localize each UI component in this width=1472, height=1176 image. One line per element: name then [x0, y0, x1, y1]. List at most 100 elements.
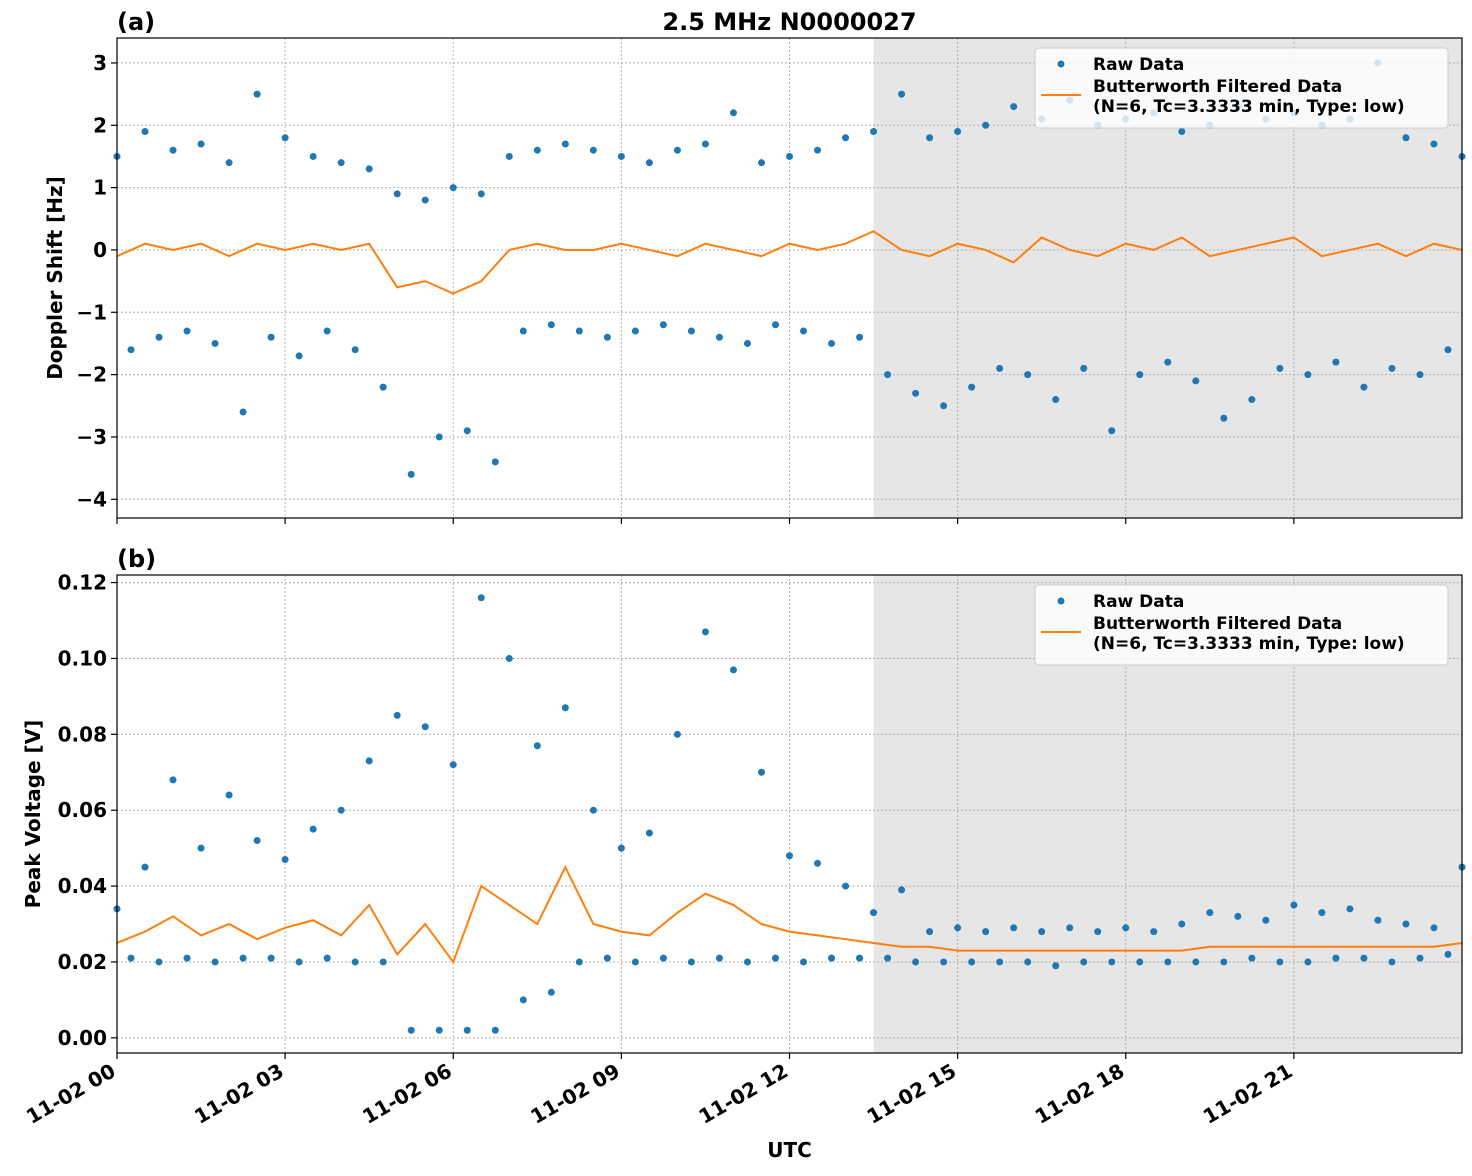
raw-point — [926, 928, 934, 936]
raw-point — [1304, 958, 1312, 966]
raw-point — [1108, 427, 1116, 435]
raw-point — [982, 928, 990, 936]
y-tick-label: 0.08 — [58, 722, 107, 746]
raw-point — [1066, 924, 1074, 932]
raw-point — [1430, 924, 1438, 932]
raw-point — [1444, 950, 1452, 958]
y-tick-label: −2 — [76, 363, 107, 387]
raw-point — [155, 333, 163, 341]
raw-point — [519, 996, 527, 1004]
raw-point — [842, 134, 850, 142]
raw-point — [407, 470, 415, 478]
raw-point — [870, 128, 878, 136]
raw-point — [1150, 928, 1158, 936]
raw-point — [1276, 958, 1284, 966]
raw-point — [982, 121, 990, 129]
raw-point — [828, 954, 836, 962]
raw-point — [239, 954, 247, 962]
raw-point — [701, 140, 709, 148]
raw-point — [940, 402, 948, 410]
raw-point — [1360, 954, 1368, 962]
raw-point — [729, 666, 737, 674]
raw-point — [463, 427, 471, 435]
y-tick-label: 3 — [93, 51, 107, 75]
raw-point — [1080, 958, 1088, 966]
raw-point — [365, 757, 373, 765]
raw-point — [645, 829, 653, 837]
raw-point — [1248, 954, 1256, 962]
raw-point — [659, 321, 667, 329]
raw-point — [1402, 134, 1410, 142]
raw-point — [239, 408, 247, 416]
chart-title: 2.5 MHz N0000027 — [662, 8, 916, 36]
raw-point — [589, 146, 597, 154]
raw-point — [1010, 924, 1018, 932]
raw-point — [757, 768, 765, 776]
raw-point — [715, 333, 723, 341]
raw-point — [1192, 958, 1200, 966]
y-tick-label: 0.06 — [58, 798, 107, 822]
legend-box — [1034, 584, 1449, 666]
raw-point — [127, 954, 135, 962]
raw-point — [351, 958, 359, 966]
raw-point — [1360, 383, 1368, 391]
raw-point — [926, 134, 934, 142]
raw-point — [659, 954, 667, 962]
raw-point — [533, 742, 541, 750]
x-tick-label: 11-02 18 — [1031, 1059, 1129, 1129]
raw-point — [1318, 909, 1326, 917]
raw-point — [169, 146, 177, 154]
raw-point — [253, 837, 261, 845]
raw-point — [1136, 958, 1144, 966]
filtered-line — [116, 230, 1463, 295]
raw-point — [1080, 364, 1088, 372]
y-axis-label: Doppler Shift [Hz] — [43, 176, 67, 380]
raw-point — [800, 327, 808, 335]
raw-point — [379, 383, 387, 391]
raw-point — [996, 364, 1004, 372]
raw-point — [1220, 414, 1228, 422]
raw-point — [281, 856, 289, 864]
raw-point — [954, 128, 962, 136]
x-tick-label: 11-02 03 — [190, 1059, 288, 1129]
raw-point — [1346, 905, 1354, 913]
y-tick-label: 0.02 — [58, 950, 107, 974]
raw-point — [295, 958, 303, 966]
panel: −4 −3 −2 −1 0 1 2 3 (a) 2.5 MHz N0000027 Doppler S… — [43, 8, 1466, 524]
raw-point — [771, 954, 779, 962]
raw-point — [1164, 958, 1172, 966]
x-tick-label: 11-02 06 — [358, 1059, 456, 1129]
raw-point — [673, 146, 681, 154]
raw-point — [295, 352, 303, 360]
raw-point — [589, 806, 597, 814]
raw-point — [421, 196, 429, 204]
raw-point — [1416, 371, 1424, 379]
raw-point — [1332, 358, 1340, 366]
panel-label: (a) — [117, 8, 155, 36]
legend-label: Butterworth Filtered Data (N=6, Tc=3.3333… — [1093, 614, 1405, 654]
raw-point — [884, 954, 892, 962]
raw-point — [225, 791, 233, 799]
y-tick-label: −3 — [76, 425, 107, 449]
raw-point — [617, 152, 625, 160]
y-tick-label: 0.00 — [58, 1026, 107, 1050]
raw-point — [1234, 912, 1242, 920]
raw-point — [561, 140, 569, 148]
raw-point — [1276, 364, 1284, 372]
raw-point — [1402, 920, 1410, 928]
raw-point — [1374, 916, 1382, 924]
y-axis-label: Peak Voltage [V] — [21, 720, 45, 909]
raw-point — [197, 844, 205, 852]
legend-marker — [1057, 597, 1065, 605]
raw-point — [968, 383, 976, 391]
y-tick-label: −1 — [76, 300, 107, 324]
raw-point — [842, 882, 850, 890]
raw-point — [211, 958, 219, 966]
raw-point — [1094, 928, 1102, 936]
raw-point — [884, 371, 892, 379]
raw-point — [1206, 909, 1214, 917]
raw-point — [743, 339, 751, 347]
raw-point — [729, 109, 737, 117]
raw-point — [127, 346, 135, 354]
raw-point — [673, 730, 681, 738]
